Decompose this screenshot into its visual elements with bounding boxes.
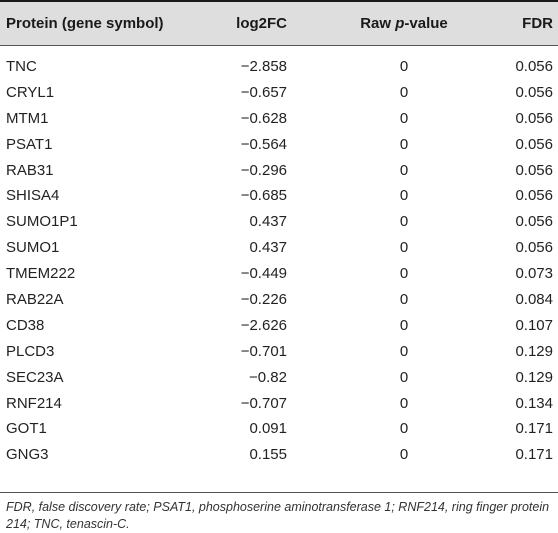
cell-log2fc: 0.437 [249, 213, 287, 231]
cell-fdr: 0.056 [515, 58, 553, 75]
cell-log2fc: −0.685 [240, 187, 287, 205]
table-row: GOT1 0.091 0 0.171 [0, 417, 558, 443]
cell-fdr: 0.056 [515, 135, 553, 153]
cell-protein: MTM1 [6, 109, 49, 127]
table-body: TNC −2.858 0 0.056 CRYL1 −0.657 0 0.056 MTM1 −0.6… [0, 55, 558, 469]
table-header: Protein (gene symbol) log2FC Raw p-value… [0, 2, 558, 45]
cell-protein: GNG3 [6, 446, 49, 464]
cell-raw-p-value: 0 [399, 109, 409, 127]
table-footnote: FDR, false discovery rate; PSAT1, phosph… [6, 500, 550, 531]
table-row: MTM1 −0.628 0 0.056 [0, 107, 558, 133]
cell-log2fc: −2.626 [240, 316, 287, 334]
table-row: RAB22A −0.226 0 0.084 [0, 288, 558, 314]
cell-protein: CD38 [6, 316, 45, 334]
cell-protein: TNC [6, 58, 37, 75]
cell-raw-p-value: 0 [399, 187, 409, 205]
table-row: TNC −2.858 0 0.056 [0, 55, 558, 81]
cell-log2fc: −0.82 [249, 368, 287, 386]
cell-log2fc: −0.657 [240, 83, 287, 101]
cell-fdr: 0.134 [515, 394, 553, 412]
table-row: SHISA4 −0.685 0 0.056 [0, 184, 558, 210]
cell-raw-p-value: 0 [399, 420, 409, 438]
table-row: SUMO1P1 0.437 0 0.056 [0, 210, 558, 236]
cell-raw-p-value: 0 [399, 161, 409, 179]
table-row: SUMO1 0.437 0 0.056 [0, 236, 558, 262]
cell-log2fc: −0.564 [240, 135, 287, 153]
cell-fdr: 0.056 [515, 109, 553, 127]
cell-protein: PLCD3 [6, 342, 55, 360]
cell-protein: TMEM222 [6, 265, 76, 283]
cell-raw-p-value: 0 [399, 446, 409, 464]
table-row: TMEM222 −0.449 0 0.073 [0, 262, 558, 288]
header-raw-p-value: Raw p-value [360, 14, 448, 34]
cell-protein: PSAT1 [6, 135, 53, 153]
cell-log2fc: −0.707 [240, 394, 287, 412]
table-row: CD38 −2.626 0 0.107 [0, 314, 558, 340]
table-row: SEC23A −0.82 0 0.129 [0, 366, 558, 392]
header-raw-prefix: Raw [360, 15, 396, 32]
header-raw-p: p [395, 15, 405, 32]
cell-protein: SUMO1 [6, 239, 60, 257]
header-raw-suffix: -value [404, 15, 448, 32]
cell-fdr: 0.056 [515, 187, 553, 205]
table-row: GNG3 0.155 0 0.171 [0, 443, 558, 469]
cell-protein: SEC23A [6, 368, 64, 386]
cell-log2fc: −0.296 [240, 161, 287, 179]
cell-fdr: 0.129 [515, 342, 553, 360]
table-row: PLCD3 −0.701 0 0.129 [0, 340, 558, 366]
cell-raw-p-value: 0 [399, 135, 409, 153]
cell-raw-p-value: 0 [399, 213, 409, 231]
header-log2fc: log2FC [236, 15, 287, 32]
table-top-rule [0, 0, 558, 2]
cell-protein: SHISA4 [6, 187, 60, 205]
cell-log2fc: 0.155 [249, 446, 287, 464]
cell-log2fc: 0.437 [249, 239, 287, 257]
table-row: CRYL1 −0.657 0 0.056 [0, 81, 558, 107]
cell-fdr: 0.129 [515, 368, 553, 386]
cell-log2fc: 0.091 [249, 420, 287, 438]
cell-raw-p-value: 0 [399, 394, 409, 412]
header-protein: Protein (gene symbol) [6, 15, 164, 32]
cell-raw-p-value: 0 [399, 316, 409, 334]
cell-fdr: 0.056 [515, 239, 553, 257]
cell-fdr: 0.073 [515, 265, 553, 283]
cell-raw-p-value: 0 [399, 83, 409, 101]
cell-protein: CRYL1 [6, 83, 55, 101]
cell-log2fc: −0.449 [240, 265, 287, 283]
cell-protein: RAB22A [6, 291, 64, 309]
cell-fdr: 0.056 [515, 213, 553, 231]
cell-log2fc: −0.628 [240, 109, 287, 127]
cell-protein: SUMO1P1 [6, 213, 78, 231]
cell-raw-p-value: 0 [399, 239, 409, 257]
cell-raw-p-value: 0 [399, 342, 409, 360]
cell-fdr: 0.171 [515, 420, 553, 438]
table-bottom-rule [0, 492, 558, 493]
cell-fdr: 0.084 [515, 291, 553, 309]
header-bottom-rule [0, 45, 558, 46]
cell-fdr: 0.107 [515, 316, 553, 334]
cell-protein: GOT1 [6, 420, 47, 438]
cell-raw-p-value: 0 [399, 291, 409, 309]
table-row: RAB31 −0.296 0 0.056 [0, 159, 558, 185]
cell-protein: RNF214 [6, 394, 62, 412]
cell-log2fc: −0.701 [240, 342, 287, 360]
table-row: RNF214 −0.707 0 0.134 [0, 392, 558, 418]
cell-fdr: 0.171 [515, 446, 553, 464]
cell-raw-p-value: 0 [399, 58, 409, 75]
cell-raw-p-value: 0 [399, 368, 409, 386]
cell-log2fc: −0.226 [240, 291, 287, 309]
cell-fdr: 0.056 [515, 161, 553, 179]
table-row: PSAT1 −0.564 0 0.056 [0, 133, 558, 159]
header-fdr: FDR [522, 15, 553, 32]
cell-protein: RAB31 [6, 161, 54, 179]
cell-raw-p-value: 0 [399, 265, 409, 283]
cell-fdr: 0.056 [515, 83, 553, 101]
cell-log2fc: −2.858 [240, 58, 287, 75]
